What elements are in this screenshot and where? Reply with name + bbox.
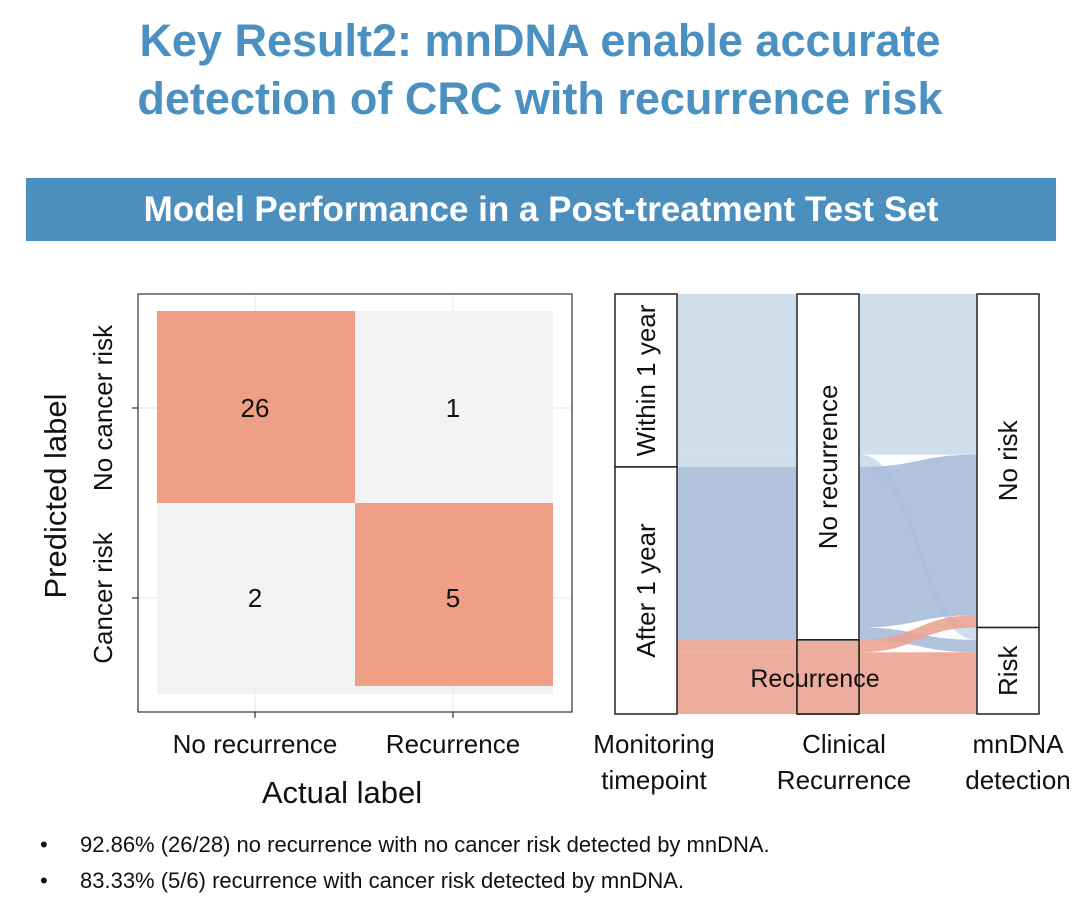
flow-ribbon bbox=[677, 466, 797, 628]
flow-ribbon bbox=[677, 652, 797, 714]
page-title: Key Result2: mnDNA enable accurate detec… bbox=[0, 12, 1080, 128]
axis-label-line: Monitoring bbox=[593, 729, 714, 759]
cell-value-label: 5 bbox=[446, 583, 460, 613]
flow-ribbon bbox=[859, 615, 977, 653]
stratum-box bbox=[796, 639, 860, 715]
stratum-box-fill bbox=[797, 640, 859, 713]
axis-label-line: timepoint bbox=[601, 765, 707, 795]
axis-label-line: Recurrence bbox=[777, 765, 911, 795]
title-line-2: detection of CRC with recurrence risk bbox=[137, 73, 943, 124]
matrix-cell bbox=[157, 503, 355, 686]
stratum-box bbox=[976, 626, 1040, 715]
section-banner: Model Performance in a Post-treatment Te… bbox=[26, 178, 1056, 241]
flow-ribbon bbox=[859, 652, 977, 714]
axis-label-line: Clinical bbox=[802, 729, 886, 759]
flow-ribbon bbox=[677, 454, 797, 467]
stratum-label: Within 1 year bbox=[631, 304, 661, 456]
alluvial-chart: Within 1 year After 1 year No recurrence Re… bbox=[593, 293, 1071, 795]
axis-label-line: detection bbox=[965, 765, 1071, 795]
y-tick-label: No cancer risk bbox=[88, 324, 118, 491]
matrix-border bbox=[137, 293, 573, 713]
x-tick-label: Recurrence bbox=[386, 729, 520, 759]
note-item: 92.86% (26/28) no recurrence with no can… bbox=[40, 827, 770, 863]
confusion-matrix-chart: 26 1 2 5 No recurrence Recurrence No cancer ri… bbox=[38, 293, 573, 810]
matrix-cell bbox=[355, 311, 553, 503]
stratum-box bbox=[796, 293, 860, 641]
cell-value-label: 2 bbox=[248, 583, 262, 613]
flow-ribbon bbox=[677, 294, 797, 455]
notes-list: 92.86% (26/28) no recurrence with no can… bbox=[40, 827, 770, 899]
cell-value-label: 1 bbox=[446, 393, 460, 423]
stratum-box bbox=[614, 293, 678, 468]
matrix-cell bbox=[157, 311, 355, 503]
cell-value-label: 26 bbox=[241, 393, 270, 423]
flow-ribbon bbox=[677, 639, 797, 653]
x-tick-label: No recurrence bbox=[173, 729, 338, 759]
note-item: 83.33% (5/6) recurrence with cancer risk… bbox=[40, 863, 770, 899]
stratum-label: Recurrence bbox=[750, 665, 879, 693]
stratum-box bbox=[614, 466, 678, 715]
stratum-label: No risk bbox=[993, 419, 1023, 501]
y-axis-label: Predicted label bbox=[38, 393, 73, 598]
axis-label-line: mnDNA bbox=[972, 729, 1064, 759]
flow-ribbon bbox=[859, 294, 977, 455]
flow-ribbon bbox=[677, 627, 797, 640]
stratum-label: No recurrence bbox=[813, 385, 843, 550]
flow-ribbon bbox=[859, 454, 977, 628]
stratum-box bbox=[976, 293, 1040, 629]
title-line-1: Key Result2: mnDNA enable accurate bbox=[139, 15, 941, 66]
y-tick-label: Cancer risk bbox=[88, 531, 118, 663]
x-axis-label: Actual label bbox=[262, 775, 422, 810]
stratum-label: After 1 year bbox=[631, 523, 661, 658]
matrix-cell bbox=[355, 503, 553, 686]
stratum-label: Risk bbox=[993, 644, 1023, 696]
